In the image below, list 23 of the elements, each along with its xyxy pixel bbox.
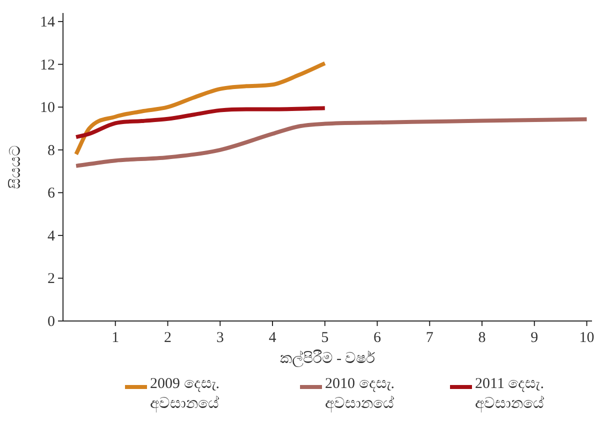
legend-label: 2009 දෙසැ. අවසානයේ (150, 375, 220, 414)
y-tick-label: 6 (48, 186, 56, 202)
y-tick-label: 14 (40, 14, 56, 31)
x-tick-label: 5 (321, 330, 329, 346)
x-tick-label: 9 (530, 330, 538, 346)
x-axis-title: කල්පිරීම - වර්ෂ (280, 349, 376, 367)
x-tick-label: 4 (268, 330, 277, 346)
y-tick-label: 12 (40, 57, 55, 74)
y-tick-label: 8 (48, 142, 55, 159)
x-tick-label: 1 (112, 330, 120, 346)
y-tick-label: 4 (48, 228, 56, 244)
y-tick-label: 0 (48, 314, 55, 330)
x-tick-label: 7 (426, 330, 434, 346)
y-tick-label: 10 (40, 100, 55, 116)
x-tick-label: 10 (579, 330, 594, 346)
x-tick-label: 6 (374, 330, 382, 346)
x-tick-label: 8 (478, 330, 486, 346)
y-tick-label: 2 (48, 271, 55, 288)
legend-label: 2010 දෙසැ. අවසානයේ (325, 375, 396, 414)
x-tick-label: 2 (164, 330, 172, 346)
x-tick-label: 3 (216, 330, 224, 346)
y-axis-title: සියයට (8, 145, 24, 189)
legend-label: 2011 දෙසැ. අවසානයේ (475, 375, 545, 414)
